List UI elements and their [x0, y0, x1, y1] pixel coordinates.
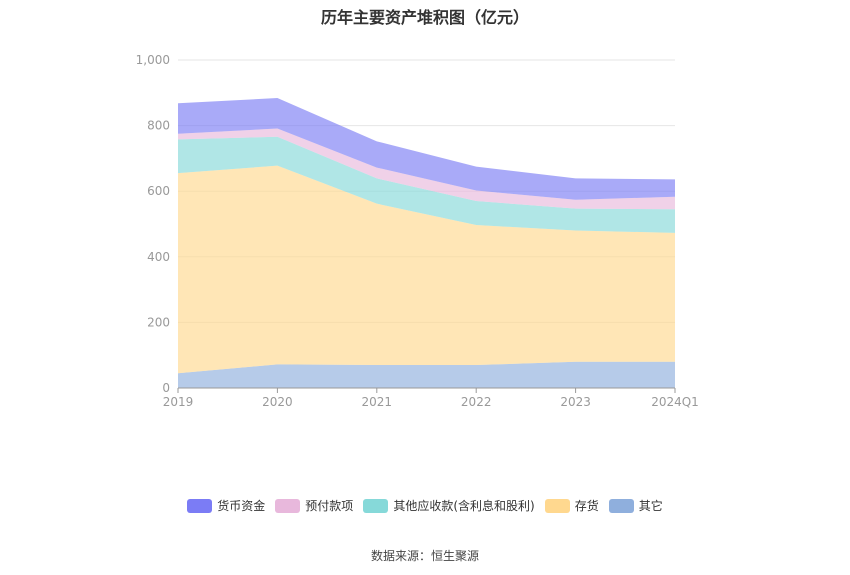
area-series: [178, 165, 675, 374]
legend-item[interactable]: 预付款项: [275, 497, 353, 514]
chart-legend[interactable]: 货币资金 预付款项 其他应收款(含利息和股利) 存货 其它: [0, 497, 850, 514]
y-tick-label: 600: [147, 184, 170, 198]
legend-label: 其他应收款(含利息和股利): [393, 499, 535, 513]
area-series: [178, 361, 675, 388]
area-series: [178, 128, 675, 210]
area-series: [178, 98, 675, 200]
legend-swatch: [363, 499, 389, 513]
legend-item[interactable]: 其他应收款(含利息和股利): [363, 497, 535, 514]
chart-title: 历年主要资产堆积图（亿元）: [320, 8, 529, 27]
area-series: [178, 136, 675, 233]
legend-item[interactable]: 货币资金: [187, 497, 265, 514]
y-tick-label: 200: [147, 315, 170, 329]
legend-item[interactable]: 存货: [544, 497, 599, 514]
legend-label: 货币资金: [217, 499, 266, 513]
legend-label: 预付款项: [305, 499, 354, 513]
x-tick-label: 2021: [362, 395, 393, 409]
x-tick-label: 2022: [461, 395, 492, 409]
y-tick-label: 0: [162, 381, 170, 395]
legend-item[interactable]: 其它: [608, 497, 663, 514]
x-tick-label: 2024Q1: [651, 395, 699, 409]
y-tick-label: 800: [147, 119, 170, 133]
x-tick-label: 2023: [560, 395, 591, 409]
y-tick-label: 1,000: [136, 53, 170, 67]
legend-swatch: [608, 499, 634, 513]
legend-label: 其它: [638, 499, 663, 513]
data-source-note: 数据来源：恒生聚源: [370, 549, 479, 563]
legend-label: 存货: [574, 499, 599, 513]
x-tick-label: 2020: [262, 395, 293, 409]
x-tick-label: 2019: [163, 395, 194, 409]
y-tick-label: 400: [147, 250, 170, 264]
legend-swatch: [275, 499, 301, 513]
legend-swatch: [544, 499, 570, 513]
legend-swatch: [187, 499, 213, 513]
